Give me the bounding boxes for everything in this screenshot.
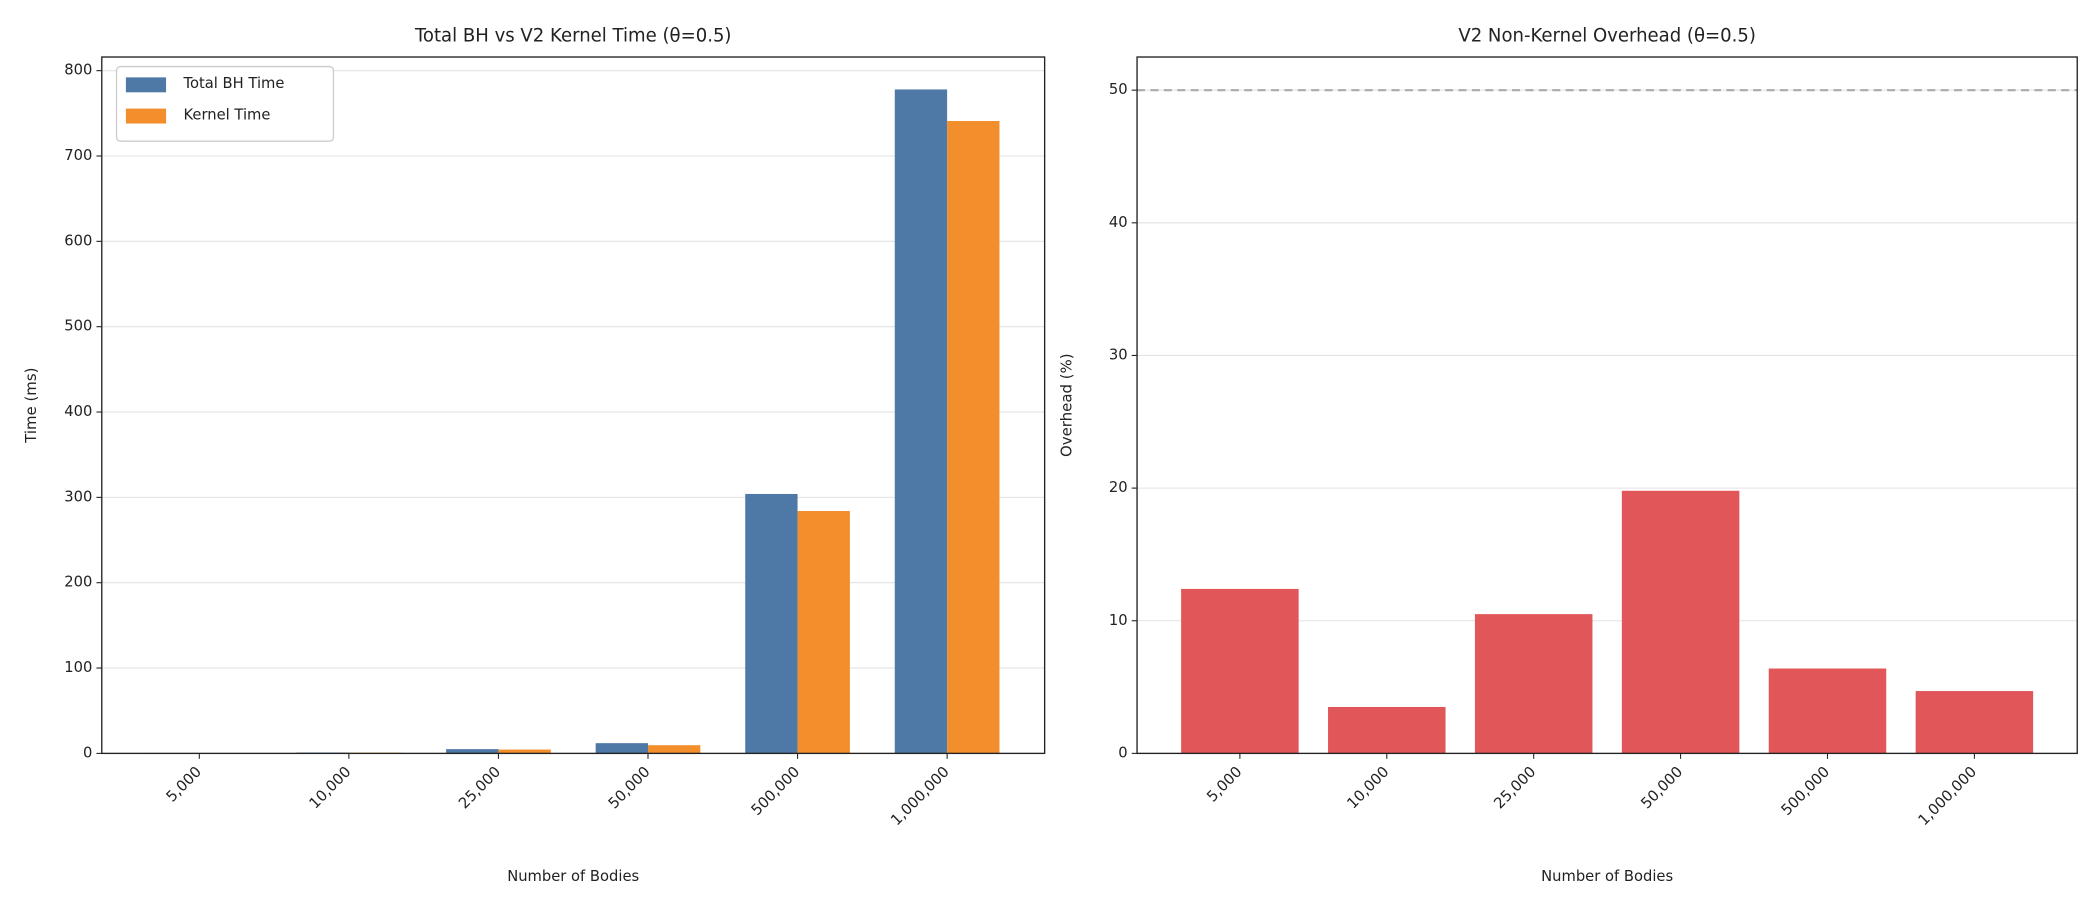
bar [1181,588,1299,754]
x-tick-label: 5,000 [1204,763,1246,805]
axes-frame [1136,56,2078,755]
x-tick-label: 10,000 [1344,763,1392,812]
subplot: V2 Non-Kernel Overhead (θ=0.5) Number of … [1058,26,2078,885]
bar [446,749,499,754]
x-tick-label: 5,000 [163,763,205,805]
x-tick-label: 10,000 [306,763,354,812]
legend: Total BH Time Kernel Time [115,65,335,142]
legend-label: Total BH Time [182,75,284,92]
x-axis-label: Number of Bodies [1541,868,1673,885]
bar [1915,691,2034,754]
bar [1474,614,1593,754]
legend-swatch [125,108,167,124]
y-tick-label: 100 [64,659,92,676]
bar [745,493,798,754]
chart-title: Total BH vs V2 Kernel Time (θ=0.5) [414,26,732,47]
legend-label: Kernel Time [183,106,270,123]
y-tick-label: 400 [64,403,92,420]
x-tick-label: 25,000 [1491,763,1539,812]
x-axis-label: Number of Bodies [507,868,639,885]
y-tick-label: 0 [1118,744,1127,761]
x-tick-label: 50,000 [605,763,653,812]
legend-swatch [125,77,167,93]
y-axis-label: Overhead (%) [1058,353,1075,457]
y-tick-label: 40 [1109,214,1128,231]
x-tick-label: 25,000 [456,763,504,812]
y-tick-label: 50 [1109,81,1128,98]
y-tick-label: 700 [64,147,92,164]
y-tick-label: 30 [1109,346,1128,363]
bar [1621,490,1740,754]
y-tick-label: 200 [64,574,92,591]
bar [498,749,551,754]
legend-box [115,65,335,142]
y-tick-label: 500 [64,318,92,335]
y-tick-label: 600 [64,232,92,249]
bar [797,511,850,754]
x-tick-label: 1,000,000 [888,763,953,829]
bar [647,745,701,754]
y-tick-label: 20 [1109,479,1128,496]
x-tick-label: 50,000 [1638,763,1686,812]
y-tick-label: 800 [64,62,92,79]
x-tick-label: 1,000,000 [1915,763,1980,829]
bar [1328,706,1446,754]
x-tick-label: 500,000 [1778,763,1833,819]
y-tick-label: 0 [83,744,92,761]
chart-title: V2 Non-Kernel Overhead (θ=0.5) [1458,26,1756,47]
bar [947,121,1000,754]
y-axis-label: Time (ms) [23,368,40,444]
axes-frame [101,56,1046,755]
y-tick-label: 10 [1109,612,1128,629]
y-tick-label: 300 [64,488,92,505]
bar [595,743,648,754]
bar [1768,668,1887,754]
x-tick-label: 500,000 [748,763,803,819]
bar [894,89,948,754]
subplot: Total BH vs V2 Kernel Time (θ=0.5) Number… [23,26,1046,885]
